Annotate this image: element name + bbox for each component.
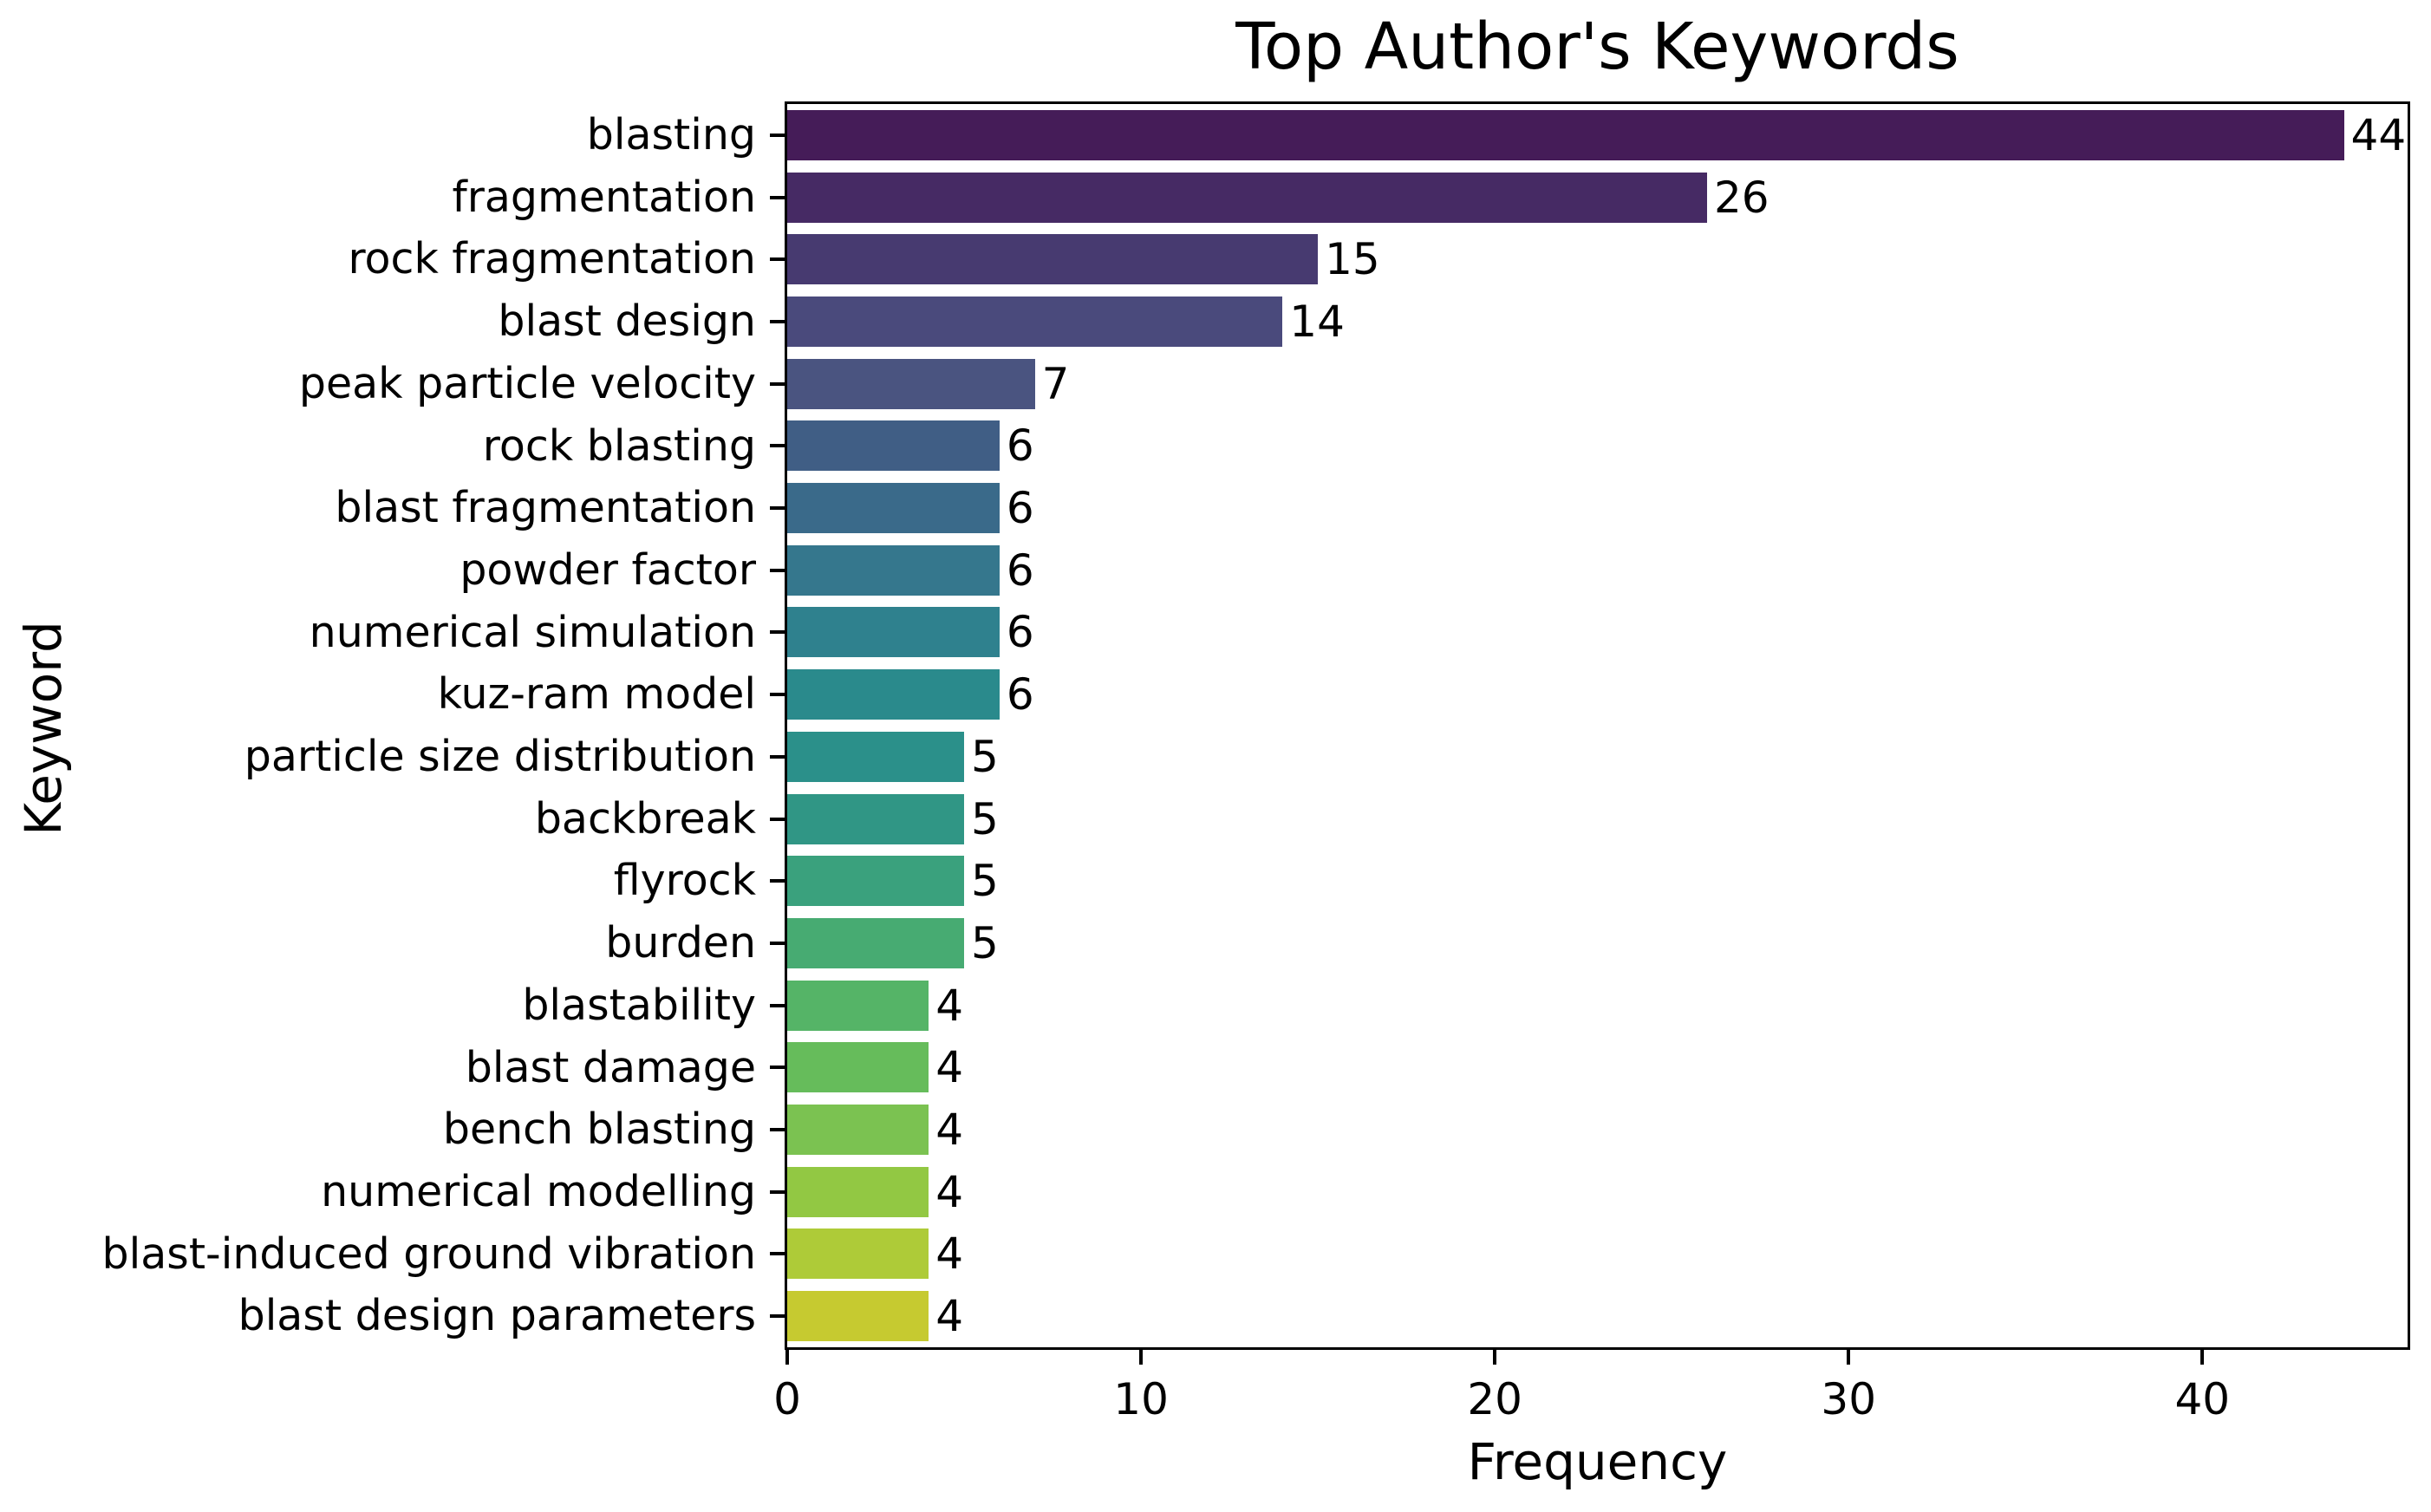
category-label: blast damage <box>465 1042 756 1092</box>
y-tick-mark <box>770 879 785 883</box>
y-tick-mark <box>770 319 785 323</box>
y-tick-mark <box>770 195 785 199</box>
y-tick-mark <box>770 817 785 821</box>
category-label: numerical modelling <box>321 1166 756 1216</box>
bar-value-label: 44 <box>2350 109 2407 160</box>
x-tick-label: 40 <box>2174 1374 2231 1424</box>
y-tick-mark <box>770 1003 785 1007</box>
category-label: particle size distribution <box>244 732 756 781</box>
y-tick-mark <box>770 444 785 448</box>
bar-value-label: 5 <box>971 856 999 907</box>
y-tick-mark <box>770 1314 785 1319</box>
bar-value-label: 4 <box>935 1228 964 1280</box>
category-label: powder factor <box>459 544 756 595</box>
bar-blast-fragmentation <box>787 483 1000 534</box>
x-tick-mark <box>1139 1350 1144 1365</box>
bar-backbreak <box>787 793 965 844</box>
y-tick-mark <box>770 257 785 262</box>
y-tick-mark <box>770 1252 785 1256</box>
bar-peak-particle-velocity <box>787 358 1035 409</box>
bar-value-label: 4 <box>935 1166 964 1217</box>
bar-value-label: 6 <box>1006 483 1034 534</box>
y-tick-mark <box>770 568 785 572</box>
bar-numerical-simulation <box>787 607 1000 658</box>
bar-blasting <box>787 109 2344 160</box>
category-label: rock blasting <box>482 420 756 471</box>
category-label: blastability <box>522 980 756 1030</box>
bar-value-label: 4 <box>935 1105 964 1156</box>
bar-value-label: 4 <box>935 1291 964 1342</box>
y-tick-mark <box>770 1189 785 1194</box>
bar-value-label: 4 <box>935 980 964 1031</box>
x-tick-label: 20 <box>1467 1374 1522 1424</box>
y-tick-mark <box>770 1128 785 1132</box>
bar-blast-design <box>787 296 1283 347</box>
category-label: rock fragmentation <box>348 234 756 284</box>
bar-value-label: 7 <box>1041 358 1070 409</box>
bar-value-label: 5 <box>971 731 999 782</box>
bar-value-label: 5 <box>971 917 999 968</box>
bar-value-label: 26 <box>1714 172 1769 223</box>
bar-flyrock <box>787 856 965 907</box>
bar-powder-factor <box>787 544 1000 596</box>
bar-particle-size-distribution <box>787 731 965 782</box>
y-tick-mark <box>770 506 785 511</box>
category-label: bench blasting <box>442 1105 756 1155</box>
bar-kuz-ram-model <box>787 669 1000 720</box>
x-axis-label: Frequency <box>1467 1432 1728 1491</box>
category-label: kuz-ram model <box>437 669 756 720</box>
bar-value-label: 14 <box>1289 296 1345 347</box>
x-tick-label: 30 <box>1821 1374 1877 1424</box>
x-tick-mark <box>2200 1350 2205 1365</box>
category-label: blast design parameters <box>238 1291 756 1341</box>
bar-rock-fragmentation <box>787 234 1319 285</box>
category-label: blast fragmentation <box>335 483 756 533</box>
bar-blastability <box>787 980 929 1031</box>
bar-blast-damage <box>787 1042 929 1093</box>
y-tick-mark <box>770 941 785 945</box>
bar-burden <box>787 917 965 968</box>
x-tick-mark <box>785 1350 789 1365</box>
category-label: numerical simulation <box>309 607 756 657</box>
bar-bench-blasting <box>787 1105 929 1156</box>
bar-value-label: 6 <box>1006 669 1034 720</box>
x-tick-label: 10 <box>1113 1374 1169 1424</box>
y-tick-mark <box>770 754 785 759</box>
y-tick-mark <box>770 133 785 137</box>
category-label: blast design <box>498 297 756 347</box>
bar-blast-design-parameters <box>787 1291 929 1342</box>
bar-value-label: 4 <box>935 1042 964 1093</box>
bar-value-label: 15 <box>1325 234 1380 285</box>
category-label: flyrock <box>613 856 756 906</box>
category-label: burden <box>605 918 756 968</box>
bar-value-label: 6 <box>1006 544 1034 596</box>
bar-value-label: 5 <box>971 793 999 844</box>
y-tick-mark <box>770 1066 785 1070</box>
category-label: blasting <box>586 110 756 160</box>
category-label: fragmentation <box>452 172 756 222</box>
bar-numerical-modelling <box>787 1166 929 1217</box>
x-tick-label: 0 <box>773 1374 801 1424</box>
bar-blast-induced-ground-vibration <box>787 1228 929 1280</box>
x-tick-mark <box>1493 1350 1497 1365</box>
bar-rock-blasting <box>787 420 1000 472</box>
bar-fragmentation <box>787 172 1707 223</box>
x-tick-mark <box>1847 1350 1851 1365</box>
bar-value-label: 6 <box>1006 607 1034 658</box>
y-tick-mark <box>770 630 785 635</box>
category-label: backbreak <box>534 793 756 844</box>
y-tick-mark <box>770 693 785 697</box>
bar-value-label: 6 <box>1006 420 1034 472</box>
plot-area: 44 26 15 14 7 6 6 6 6 6 5 5 5 5 4 4 4 4 4 4 <box>785 101 2410 1350</box>
category-label: peak particle velocity <box>298 358 756 408</box>
y-tick-mark <box>770 381 785 386</box>
category-label: blast-induced ground vibration <box>101 1228 756 1279</box>
chart-title: Top Author's Keywords <box>1235 10 1959 84</box>
